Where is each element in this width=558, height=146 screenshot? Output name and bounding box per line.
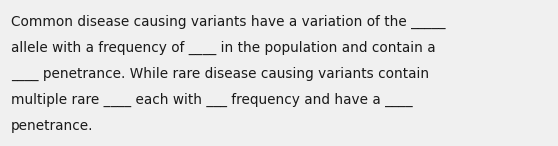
Text: ____ penetrance. While rare disease causing variants contain: ____ penetrance. While rare disease caus… <box>11 67 429 81</box>
Text: penetrance.: penetrance. <box>11 119 94 133</box>
Text: allele with a frequency of ____ in the population and contain a: allele with a frequency of ____ in the p… <box>11 41 436 55</box>
Text: Common disease causing variants have a variation of the _____: Common disease causing variants have a v… <box>11 15 446 29</box>
Text: multiple rare ____ each with ___ frequency and have a ____: multiple rare ____ each with ___ frequen… <box>11 93 413 107</box>
